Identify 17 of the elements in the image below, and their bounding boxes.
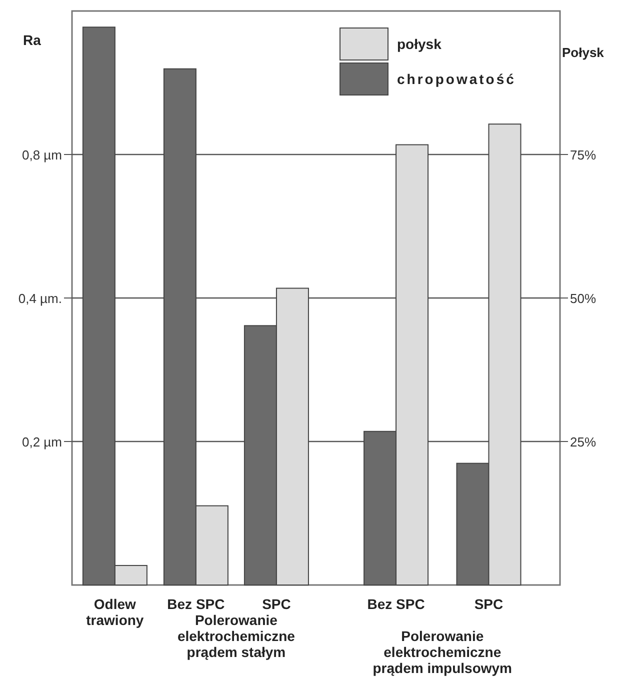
legend-label: chropowatość — [397, 71, 516, 87]
y2-tick-label: 50% — [570, 291, 596, 306]
text: Polerowanie elektrochemiczne prądem stałym — [177, 612, 296, 660]
text: Polerowanie elektrochemiczne prądem impulsowym — [372, 628, 512, 676]
x-tick-label: Odlew trawiony — [86, 596, 144, 628]
y2-tick-label: 25% — [570, 434, 596, 450]
y-tick-label: 0,2 µm — [22, 434, 62, 450]
x-tick-label: Bez SPC — [367, 596, 425, 612]
y-tick-label: 0,8 µm — [22, 148, 62, 162]
x-tick-label: SPC — [262, 596, 291, 612]
x-tick-label: Bez SPC — [167, 596, 225, 612]
y2-tick-label: 75% — [570, 148, 596, 162]
y2-axis-title: Połysk — [562, 45, 605, 60]
x-tick-label: SPC — [474, 596, 504, 612]
legend-label: połysk — [397, 36, 442, 52]
y-axis-title: Ra — [23, 32, 42, 48]
y-tick-label: 0,4 µm. — [18, 291, 62, 306]
